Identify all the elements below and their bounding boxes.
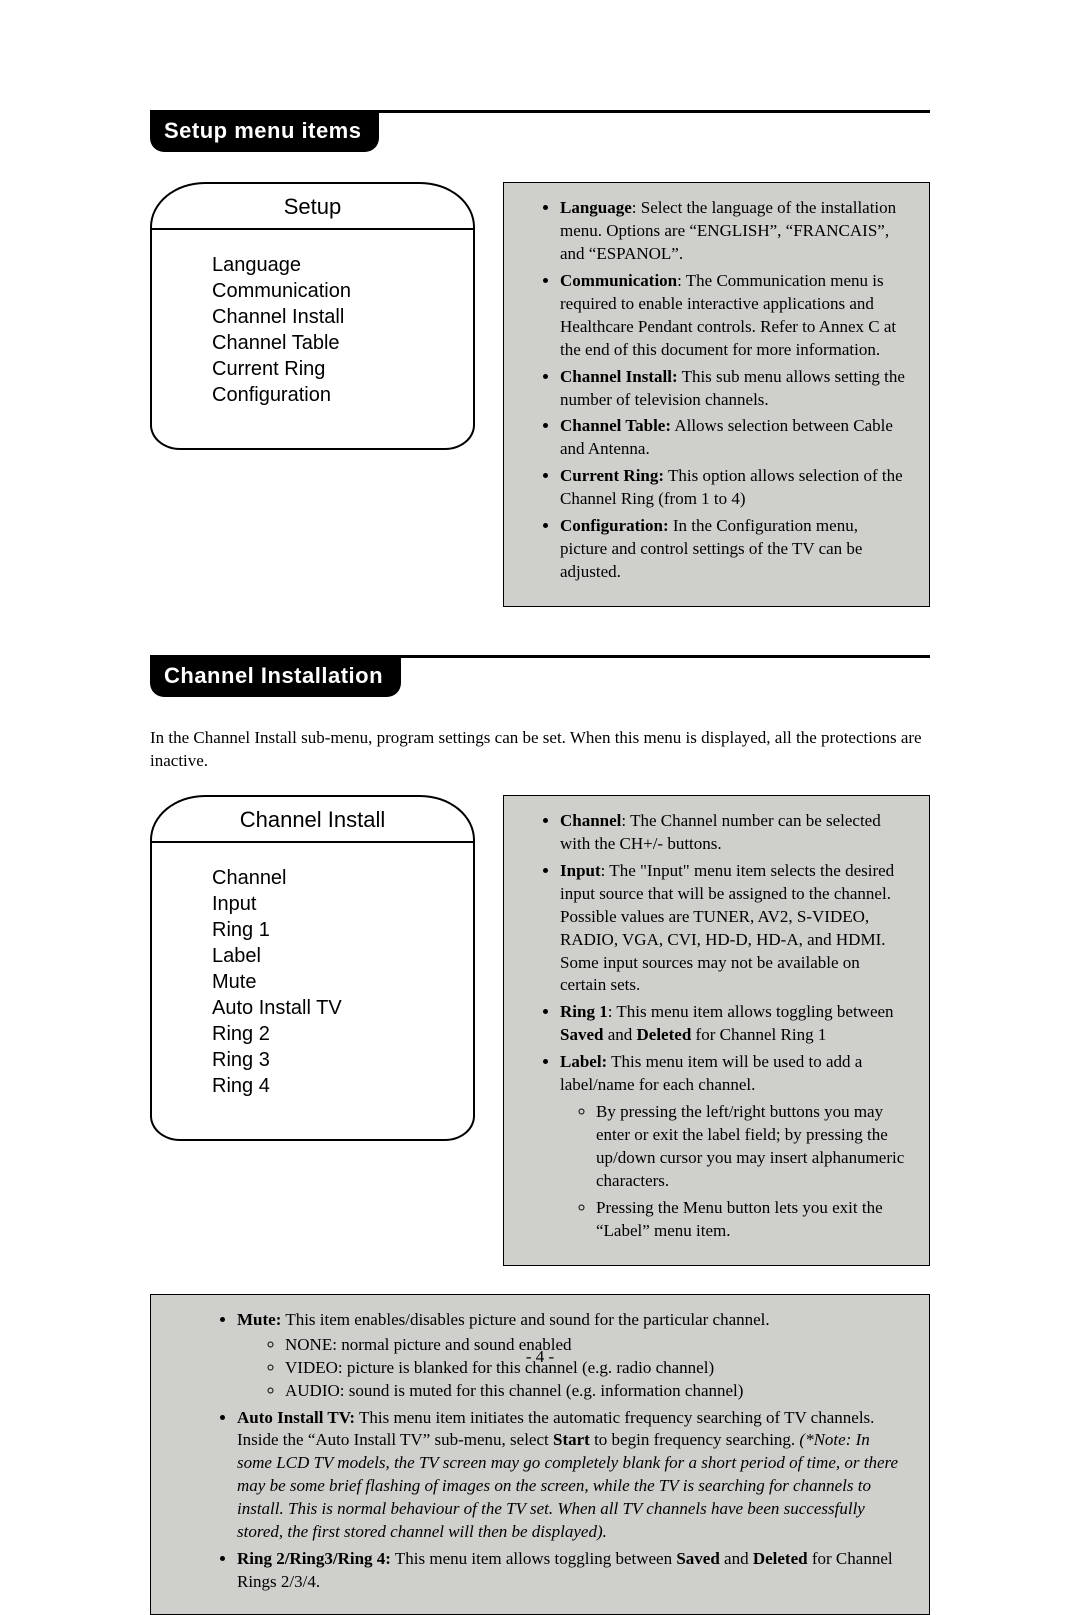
channel-description-box: Channel: The Channel number can be selec… bbox=[503, 795, 930, 1266]
menu-item: Current Ring bbox=[212, 356, 463, 382]
menu-item: Communication bbox=[212, 278, 463, 304]
menu-item: Mute bbox=[212, 969, 463, 995]
bullet-item: Channel: The Channel number can be selec… bbox=[560, 810, 907, 856]
channel-menu-items: ChannelInputRing 1LabelMuteAuto Install … bbox=[152, 843, 473, 1139]
channel-menu-box: Channel Install ChannelInputRing 1LabelM… bbox=[150, 795, 475, 1141]
menu-item: Auto Install TV bbox=[212, 995, 463, 1021]
bullet-item: Current Ring: This option allows selecti… bbox=[560, 465, 907, 511]
section-header-setup: Setup menu items bbox=[150, 110, 930, 152]
bottom-description-box: Mute: This item enables/disables picture… bbox=[150, 1294, 930, 1615]
menu-item: Channel bbox=[212, 865, 463, 891]
bullet-item: Communication: The Communication menu is… bbox=[560, 270, 907, 362]
menu-item: Language bbox=[212, 252, 463, 278]
menu-item: Label bbox=[212, 943, 463, 969]
bullet-item: Ring 1: This menu item allows toggling b… bbox=[560, 1001, 907, 1047]
menu-item: Channel Table bbox=[212, 330, 463, 356]
bullet-item: Label: This menu item will be used to ad… bbox=[560, 1051, 907, 1243]
setup-description-box: Language: Select the language of the ins… bbox=[503, 182, 930, 607]
menu-item: Ring 4 bbox=[212, 1073, 463, 1099]
setup-bullet-list: Language: Select the language of the ins… bbox=[526, 197, 907, 584]
menu-item: Input bbox=[212, 891, 463, 917]
channel-bullet-list: Channel: The Channel number can be selec… bbox=[526, 810, 907, 1243]
menu-item: Configuration bbox=[212, 382, 463, 408]
menu-item: Ring 1 bbox=[212, 917, 463, 943]
page-number: - 4 - bbox=[0, 1347, 1080, 1367]
setup-menu-title: Setup bbox=[152, 184, 473, 230]
setup-menu-items: LanguageCommunicationChannel InstallChan… bbox=[152, 230, 473, 448]
menu-item: Ring 3 bbox=[212, 1047, 463, 1073]
channel-intro-text: In the Channel Install sub-menu, program… bbox=[150, 727, 930, 773]
channel-menu-title: Channel Install bbox=[152, 797, 473, 843]
bullet-item: Configuration: In the Configuration menu… bbox=[560, 515, 907, 584]
sub-bullet-list: NONE: normal picture and sound enabledVI… bbox=[237, 1334, 903, 1403]
bullet-item: Auto Install TV: This menu item initiate… bbox=[237, 1407, 903, 1545]
sub-bullet-item: By pressing the left/right buttons you m… bbox=[596, 1101, 907, 1193]
bullet-item: Channel Table: Allows selection between … bbox=[560, 415, 907, 461]
setup-menu-box: Setup LanguageCommunicationChannel Insta… bbox=[150, 182, 475, 450]
bullet-item: Language: Select the language of the ins… bbox=[560, 197, 907, 266]
bullet-item: Ring 2/Ring3/Ring 4: This menu item allo… bbox=[237, 1548, 903, 1594]
section-title-setup: Setup menu items bbox=[150, 112, 379, 152]
bullet-item: Input: The "Input" menu item selects the… bbox=[560, 860, 907, 998]
menu-item: Ring 2 bbox=[212, 1021, 463, 1047]
sub-bullet-item: Pressing the Menu button lets you exit t… bbox=[596, 1197, 907, 1243]
sub-bullet-list: By pressing the left/right buttons you m… bbox=[560, 1101, 907, 1243]
section-title-channel: Channel Installation bbox=[150, 657, 401, 697]
sub-bullet-item: AUDIO: sound is muted for this channel (… bbox=[285, 1380, 903, 1403]
menu-item: Channel Install bbox=[212, 304, 463, 330]
bullet-item: Channel Install: This sub menu allows se… bbox=[560, 366, 907, 412]
section-header-channel: Channel Installation bbox=[150, 655, 930, 697]
